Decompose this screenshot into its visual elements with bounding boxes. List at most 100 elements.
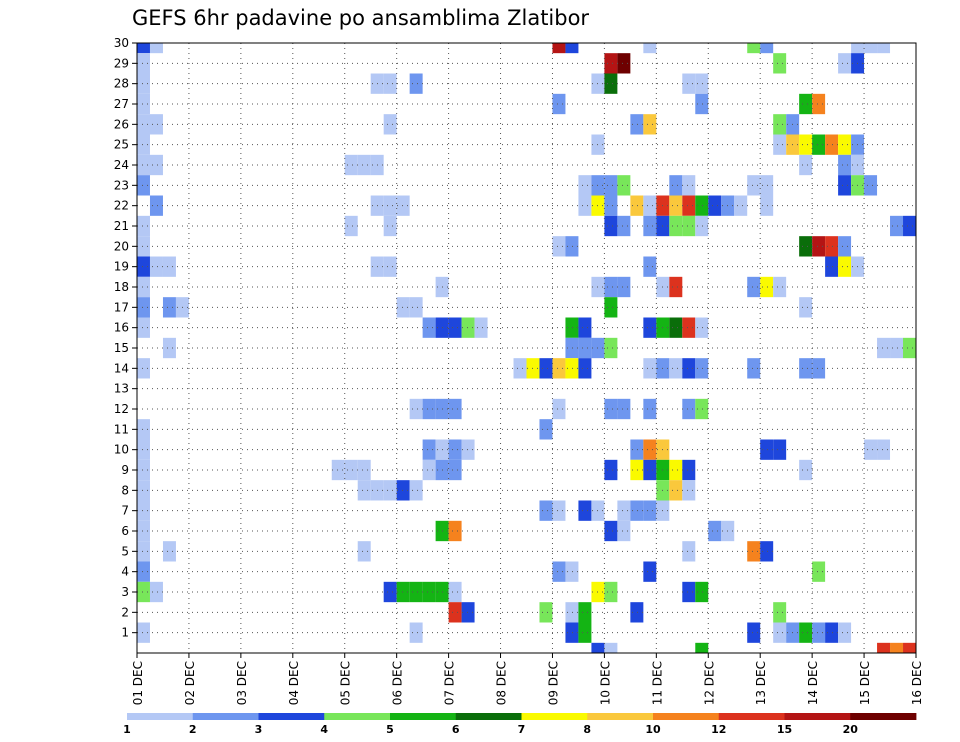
heatmap-cell <box>383 195 397 216</box>
heatmap-cell <box>812 561 826 582</box>
heatmap-cell <box>383 256 397 277</box>
heatmap-cell <box>137 439 150 460</box>
heatmap-cell <box>604 581 618 603</box>
heatmap-cell <box>344 154 358 176</box>
heatmap-cell <box>137 358 150 379</box>
heatmap-cell <box>137 317 150 338</box>
heatmap-cell <box>812 93 826 115</box>
heatmap-cell <box>747 276 761 298</box>
heatmap-cell <box>760 43 774 54</box>
y-tick-label: 30 <box>114 36 129 50</box>
heatmap-cell <box>695 195 709 216</box>
heatmap-cell <box>604 398 618 420</box>
y-tick-label: 19 <box>114 260 129 274</box>
heatmap-cell <box>643 459 657 481</box>
heatmap-cell <box>617 276 631 298</box>
heatmap-cell <box>773 134 787 155</box>
heatmap-cell <box>760 541 774 562</box>
heatmap-cell <box>643 43 657 54</box>
y-tick-label: 11 <box>114 422 129 436</box>
heatmap-cell <box>137 43 150 54</box>
heatmap-cell <box>825 622 839 643</box>
heatmap-cell <box>643 561 657 582</box>
heatmap-cell <box>799 154 813 176</box>
heatmap-cells <box>137 43 916 653</box>
heatmap-cell <box>773 439 787 460</box>
heatmap-cell <box>825 134 839 155</box>
heatmap-cell <box>643 215 657 237</box>
heatmap-cell <box>773 276 787 298</box>
heatmap-cell <box>461 317 475 338</box>
x-tick-label: 06 DEC <box>391 661 405 705</box>
heatmap-cell <box>552 500 566 521</box>
x-tick-label: 09 DEC <box>546 661 560 705</box>
heatmap-cell <box>552 93 566 115</box>
heatmap-cell <box>565 337 579 359</box>
x-tick-label: 16 DEC <box>910 661 924 705</box>
heatmap-cell <box>903 215 916 237</box>
heatmap-cell <box>643 439 657 460</box>
heatmap-cell <box>137 215 150 237</box>
heatmap-cell <box>864 175 878 196</box>
heatmap-cell <box>149 43 163 54</box>
heatmap-cell <box>799 297 813 318</box>
y-tick-label: 14 <box>114 361 129 375</box>
heatmap-cell <box>565 561 579 582</box>
x-axis: 01 DEC 02 DEC 03 DEC 04 DEC 05 DEC 06 DEC 07 D… <box>131 653 924 705</box>
heatmap-cell <box>773 114 787 135</box>
heatmap-cell <box>851 43 865 54</box>
heatmap-cell <box>890 642 904 653</box>
heatmap-cell <box>344 459 358 481</box>
heatmap-cell <box>708 195 722 216</box>
heatmap-cell <box>682 317 696 338</box>
heatmap-cell <box>383 480 397 501</box>
y-tick-label: 9 <box>121 463 129 477</box>
heatmap-cell <box>760 439 774 460</box>
heatmap-cell <box>669 276 683 298</box>
heatmap-cell <box>448 439 462 460</box>
colorbar-label: 8 <box>583 723 591 736</box>
heatmap-cell <box>539 602 553 623</box>
colorbar-segment <box>258 713 325 720</box>
y-tick-label: 5 <box>121 544 129 558</box>
heatmap-cell <box>630 602 644 623</box>
heatmap-cell <box>137 93 150 115</box>
heatmap-cell <box>461 439 475 460</box>
heatmap-cell <box>903 642 916 653</box>
y-tick-label: 4 <box>121 565 129 579</box>
heatmap-cell <box>409 581 423 603</box>
heatmap-cell <box>643 114 657 135</box>
heatmap-cell <box>604 175 618 196</box>
y-tick-label: 1 <box>121 626 129 640</box>
heatmap-cell <box>604 459 618 481</box>
heatmap-cell <box>799 622 813 643</box>
heatmap-cell <box>409 73 423 94</box>
heatmap-cell <box>890 337 904 359</box>
heatmap-cell <box>578 317 592 338</box>
heatmap-cell <box>591 642 605 653</box>
heatmap-cell <box>604 195 618 216</box>
heatmap-cell <box>617 500 631 521</box>
heatmap-cell <box>137 480 150 501</box>
x-tick-label: 10 DEC <box>598 661 612 705</box>
heatmap-cell <box>396 297 410 318</box>
heatmap-cell <box>409 622 423 643</box>
heatmap-cell <box>903 337 916 359</box>
heatmap-cell <box>630 114 644 135</box>
heatmap-cell <box>578 358 592 379</box>
heatmap-cell <box>578 602 592 623</box>
heatmap-cell <box>799 459 813 481</box>
heatmap-cell <box>409 297 423 318</box>
heatmap-cell <box>695 642 709 653</box>
y-tick-label: 7 <box>121 504 129 518</box>
heatmap-cell <box>578 175 592 196</box>
heatmap-cell <box>825 236 839 257</box>
colorbar-label: 2 <box>189 723 197 736</box>
heatmap-cell <box>162 337 176 359</box>
heatmap-cell <box>773 602 787 623</box>
chart-title: GEFS 6hr padavine po ansamblima Zlatibor <box>132 6 590 30</box>
heatmap-cell <box>617 215 631 237</box>
heatmap-cell <box>565 602 579 623</box>
heatmap-cell <box>137 520 150 542</box>
heatmap-cell <box>682 459 696 481</box>
